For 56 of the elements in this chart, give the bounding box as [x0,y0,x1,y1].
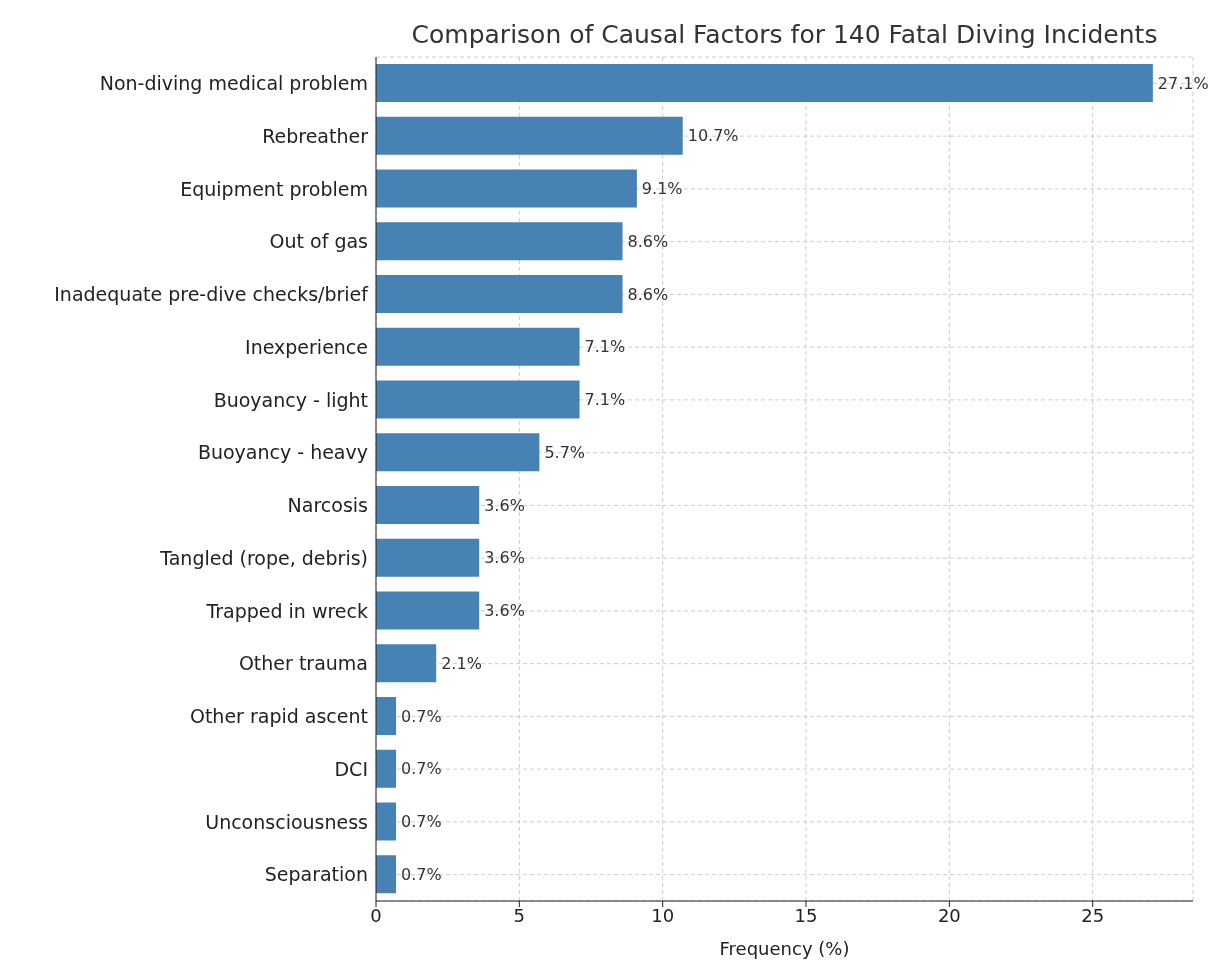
data-label: 0.7% [401,864,442,884]
y-tick-label: Unconsciousness [205,810,368,833]
x-tick-label: 0 [370,904,382,926]
x-tick-label: 5 [513,904,526,926]
x-tick-label: 15 [794,904,818,926]
x-tick-label: 25 [1081,904,1105,926]
bar [376,697,397,735]
bar [376,855,397,894]
bar [376,327,580,366]
y-tick-label: Non-diving medical problem [99,72,368,95]
data-label: 0.7% [401,759,442,779]
data-label: 10.7% [687,126,739,146]
y-tick-label: Tangled (rope, debris) [159,546,368,569]
data-label: 3.6% [484,495,525,515]
data-label: 0.7% [401,706,442,726]
data-label: 3.6% [484,601,525,621]
y-tick-label: Buoyancy - heavy [197,441,368,464]
bar [376,169,637,208]
data-label: 8.6% [627,231,669,251]
x-tick-label: 10 [651,904,675,926]
bar [376,64,1153,102]
y-tick-label: Rebreather [262,124,369,147]
bar [376,802,397,841]
data-label: 7.1% [584,390,626,410]
data-label: 9.1% [641,179,683,199]
data-label: 0.7% [401,812,442,832]
bar [376,222,623,261]
bar [376,486,480,524]
bar [376,644,437,683]
bar [376,749,397,788]
y-tick-label: Equipment problem [180,177,368,200]
x-tick-label: 20 [937,904,961,926]
data-label: 2.1% [441,653,482,673]
y-tick-label: Inadequate pre-dive checks/brief [54,283,370,306]
y-tick-label: Other trauma [238,652,368,675]
bar [376,116,683,155]
y-tick-label: Narcosis [287,494,368,517]
data-label: 8.6% [627,284,669,304]
y-tick-label: Buoyancy - light [213,388,368,411]
bar [376,275,623,313]
data-label: 5.7% [544,442,586,462]
bar [376,591,480,630]
chart-title: Comparison of Causal Factors for 140 Fatal Diving Incidents [410,20,1159,49]
y-tick-label: Trapped in wreck [205,599,368,622]
data-label: 3.6% [484,548,525,568]
x-axis-title: Frequency (%) [719,938,850,959]
y-tick-label: Separation [264,863,368,886]
bar [376,433,540,472]
data-label: 7.1% [584,337,626,357]
y-tick-label: Out of gas [269,230,368,253]
y-tick-label: DCI [334,757,368,780]
y-tick-label: Other rapid ascent [189,705,368,728]
data-label: 27.1% [1157,73,1209,93]
y-tick-label: Inexperience [245,335,368,358]
bar [376,380,580,419]
bar [376,538,480,577]
